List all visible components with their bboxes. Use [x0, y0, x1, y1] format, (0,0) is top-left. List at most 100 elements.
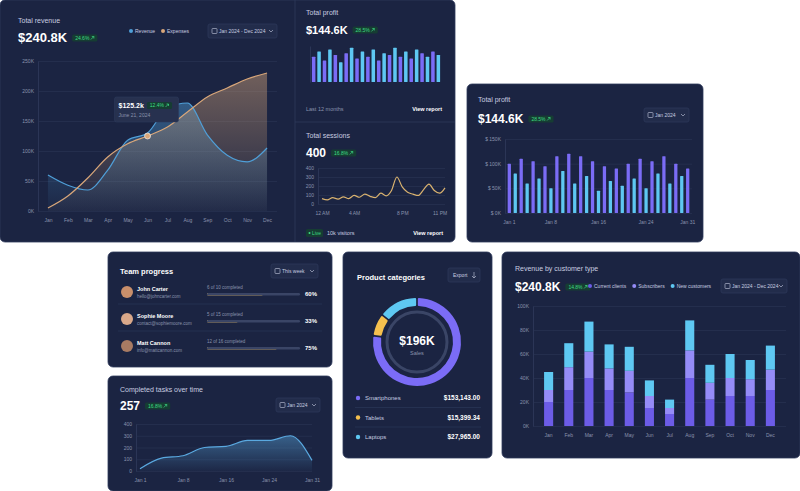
tick-label: 0 — [311, 201, 314, 207]
tick-label: 250K — [22, 58, 34, 64]
bar-segment — [705, 365, 714, 383]
calendar-icon — [280, 403, 285, 408]
donut-slice — [383, 298, 416, 319]
dropdown-label[interactable]: Jan 2024 - Dec 2024 — [219, 28, 266, 34]
tick-label: 0 — [129, 468, 132, 474]
dropdown[interactable]: Jan 2024 — [276, 398, 320, 412]
chevron-icon — [779, 285, 783, 287]
tick-label: Jan 16 — [219, 477, 234, 483]
tick: Nov — [243, 217, 252, 223]
tick: Feb — [564, 432, 573, 438]
trend-arrow-icon — [164, 405, 167, 408]
headline-value: $144.6K — [306, 24, 348, 36]
y-axis: 0K50K100K150K200K250K — [22, 58, 277, 214]
live-dot — [309, 232, 311, 234]
legend-label: Laptops — [365, 434, 386, 440]
dropdown-label[interactable]: Jan 2024 — [655, 112, 676, 118]
bar-segment — [705, 383, 714, 400]
tick: 0 — [311, 201, 445, 207]
card-background — [108, 376, 332, 491]
dropdown[interactable]: This week — [271, 264, 318, 278]
button-background[interactable] — [448, 268, 480, 282]
bar-segment — [645, 408, 654, 426]
bar — [627, 164, 630, 213]
member-email: contact@sophiemoore.com — [137, 321, 192, 326]
tick-label: Jul — [666, 432, 672, 438]
tick-label: Jan 1 — [503, 219, 515, 225]
card-background — [467, 84, 703, 242]
tick: May — [625, 432, 635, 438]
member-name: Sophie Moore — [137, 313, 173, 319]
area — [48, 73, 267, 211]
tick: Oct — [224, 217, 232, 223]
dropdown-label[interactable]: Jan 2024 - Dec 2024 — [732, 283, 779, 289]
dropdown[interactable]: Jan 2024 - Dec 2024 — [208, 24, 277, 38]
bar-segment — [685, 350, 694, 378]
trend-arrow-icon — [371, 29, 374, 32]
center-label: Sales — [410, 350, 424, 356]
grid-line — [318, 195, 445, 196]
bar-segment — [625, 347, 634, 371]
bar — [355, 59, 359, 82]
change-badge: 16.8% — [331, 150, 356, 157]
card-title: Total sessions — [306, 132, 350, 139]
export-button[interactable]: Export — [448, 268, 480, 282]
plot-marks — [322, 177, 445, 200]
card-background — [502, 252, 800, 458]
tick: Jan 31 — [680, 219, 695, 225]
tick-label: Aug — [183, 217, 192, 223]
customer-revenue-card: Revenue by customer type$240.8K14.8%Curr… — [502, 252, 800, 458]
dropdown-background[interactable] — [208, 24, 277, 38]
dropdown-background[interactable] — [276, 398, 320, 412]
button-label[interactable]: Export — [453, 272, 468, 278]
donut — [373, 298, 461, 386]
card-title: Completed tasks over time — [120, 386, 203, 394]
y-axis: 0100200300400 — [124, 421, 312, 474]
change-badge: 16.8% — [145, 403, 170, 410]
bar — [366, 57, 370, 82]
badge-background — [331, 150, 356, 157]
dropdown[interactable]: Jan 2024 - Dec 2024 — [721, 279, 787, 293]
bar — [382, 53, 386, 82]
view-report-link[interactable]: View report — [413, 230, 443, 236]
trend-arrow-icon — [166, 104, 169, 107]
tick-label: 12 AM — [315, 210, 329, 216]
separator — [355, 427, 481, 428]
dropdown-background[interactable] — [644, 108, 689, 122]
bar — [328, 50, 332, 82]
bar — [579, 156, 582, 213]
axis-line — [533, 307, 534, 427]
badge-background — [147, 102, 172, 109]
bar-segment — [766, 390, 775, 426]
bar-segment — [564, 343, 573, 367]
tick: Mar — [585, 432, 594, 438]
tick-label: 0K — [28, 208, 35, 214]
dropdown[interactable]: Jan 2024 — [644, 108, 689, 122]
legend-swatch — [356, 415, 360, 419]
chevron-icon — [310, 270, 314, 272]
dashboard: Total revenue$240.8K24.6%RevenueExpenses… — [0, 0, 800, 491]
progress-status: 5 of 15 completed — [207, 312, 243, 317]
tick-label: Jun — [645, 432, 653, 438]
tick-label: 20K — [520, 399, 530, 405]
tick: Feb — [64, 217, 73, 223]
dropdown-background[interactable] — [721, 279, 787, 293]
tick: Mar — [84, 217, 93, 223]
inner-ring — [387, 312, 447, 372]
tick-label: Mar — [585, 432, 594, 438]
dropdown-label[interactable]: Jan 2024 — [287, 402, 308, 408]
tick-label: May — [123, 217, 133, 223]
badge-background — [72, 35, 97, 42]
y-axis: $ 0K$ 50K$ 100K$ 150K — [485, 136, 692, 216]
x-axis: Jan 1Jan 8Jan 16Jan 24Jan 31 — [503, 219, 695, 225]
dropdown-background[interactable] — [271, 264, 318, 278]
x-axis: 12 AM4 AM8 PM11 PM — [315, 210, 447, 216]
divider — [295, 0, 296, 242]
view-report-link[interactable]: View report — [412, 106, 442, 112]
dropdown-label[interactable]: This week — [282, 268, 305, 274]
tick-label: Jan 1 — [134, 477, 146, 483]
badge-background — [565, 284, 590, 291]
bar-segment — [544, 402, 553, 426]
bar-segment — [544, 390, 553, 402]
tick-label: 100K — [517, 303, 529, 309]
